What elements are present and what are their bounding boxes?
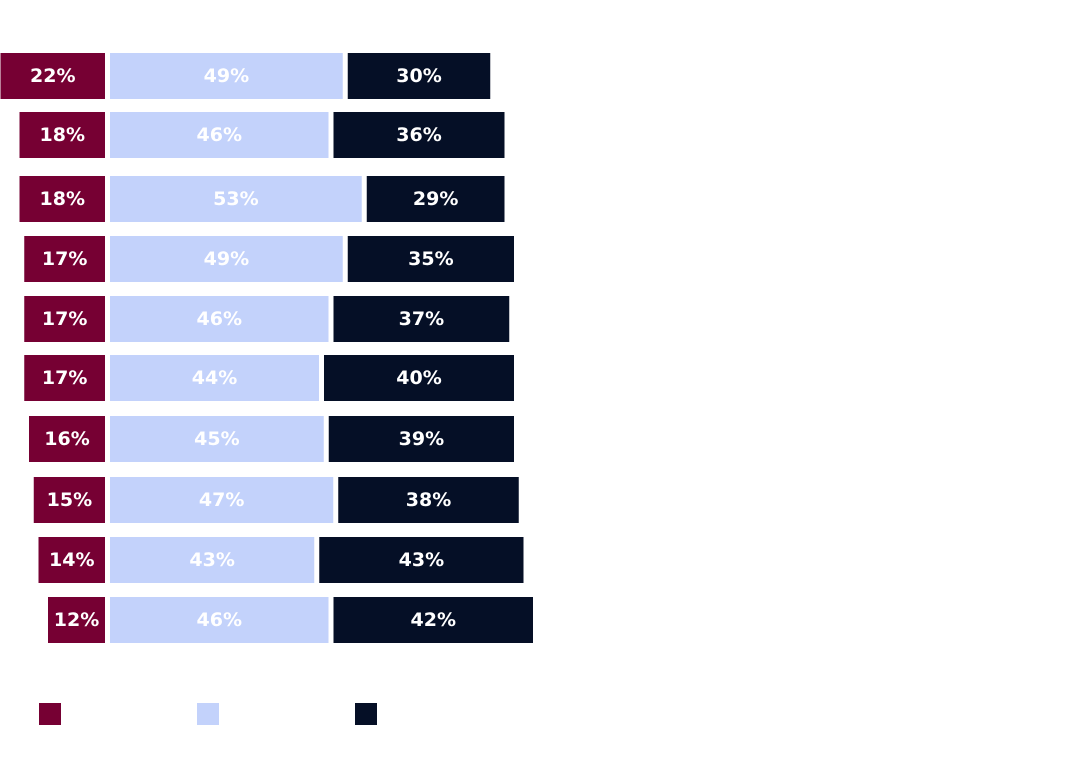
bar-segment-3 (338, 477, 519, 523)
data-label-1: 18% (40, 124, 85, 146)
data-label-3: 38% (406, 489, 451, 511)
data-label-2: 44% (192, 367, 237, 389)
data-label-1: 12% (54, 609, 99, 631)
data-label-1: 17% (42, 308, 87, 330)
data-label-3: 39% (399, 428, 444, 450)
bar-segment-2 (110, 112, 329, 158)
data-label-2: 46% (197, 609, 242, 631)
bar-segment-3 (319, 537, 524, 583)
bar-row: 18% 53% 29% (19, 176, 505, 222)
data-label-2: 47% (199, 489, 244, 511)
legend (39, 703, 377, 725)
data-label-2: 46% (197, 124, 242, 146)
bar-segment-3 (366, 176, 505, 222)
bar-segment-1 (48, 597, 105, 643)
bar-segment-3 (347, 236, 514, 282)
bar-segment-1 (29, 416, 105, 462)
bar-segment-1 (24, 296, 105, 342)
data-label-3: 30% (396, 65, 441, 87)
bar-segment-1 (19, 112, 105, 158)
bar-segment-2 (110, 477, 334, 523)
data-label-2: 45% (194, 428, 239, 450)
legend-swatch (39, 703, 61, 725)
bar-segment-3 (333, 112, 505, 158)
data-label-3: 37% (399, 308, 444, 330)
bar-row: 14% 43% 43% (38, 537, 524, 583)
legend-swatch (197, 703, 219, 725)
bar-segment-2 (110, 355, 319, 401)
bar-row: 16% 45% 39% (29, 416, 514, 462)
legend-swatch (355, 703, 377, 725)
bar-segment-3 (347, 53, 491, 99)
bar-row: 15% 47% 38% (33, 477, 519, 523)
bar-segment-1 (24, 236, 105, 282)
bar-row: 12% 46% 42% (48, 597, 533, 643)
data-label-1: 17% (42, 248, 87, 270)
data-label-3: 35% (408, 248, 453, 270)
data-label-3: 43% (399, 549, 444, 571)
bar-segment-1 (19, 176, 105, 222)
data-label-3: 42% (411, 609, 456, 631)
bar-segment-3 (333, 296, 510, 342)
data-label-1: 14% (49, 549, 94, 571)
bar-segment-1 (0, 53, 105, 99)
data-label-2: 53% (213, 188, 258, 210)
data-label-1: 15% (47, 489, 92, 511)
bar-row: 17% 44% 40% (24, 355, 514, 401)
bar-segment-2 (110, 597, 329, 643)
data-label-2: 49% (204, 65, 249, 87)
bar-segment-3 (328, 416, 514, 462)
data-label-1: 16% (44, 428, 89, 450)
bar-segment-3 (333, 597, 533, 643)
bar-segment-1 (33, 477, 105, 523)
bar-segment-2 (110, 236, 343, 282)
bar-segment-2 (110, 416, 324, 462)
data-label-2: 49% (204, 248, 249, 270)
bar-segment-3 (324, 355, 514, 401)
data-label-1: 18% (40, 188, 85, 210)
bar-row: 22% 49% 30% (0, 53, 491, 99)
data-label-1: 17% (42, 367, 87, 389)
data-label-2: 43% (189, 549, 234, 571)
bar-segment-2 (110, 53, 343, 99)
data-label-3: 40% (396, 367, 441, 389)
bar-row: 17% 46% 37% (24, 296, 510, 342)
bar-segment-2 (110, 296, 329, 342)
data-label-1: 22% (30, 65, 75, 87)
bar-segment-2 (110, 537, 315, 583)
data-label-3: 29% (413, 188, 458, 210)
bar-row: 18% 46% 36% (19, 112, 505, 158)
bar-segment-1 (24, 355, 105, 401)
bar-row: 17% 49% 35% (24, 236, 514, 282)
bar-segment-2 (110, 176, 362, 222)
data-label-2: 46% (197, 308, 242, 330)
bar-segment-1 (38, 537, 105, 583)
data-label-3: 36% (396, 124, 441, 146)
